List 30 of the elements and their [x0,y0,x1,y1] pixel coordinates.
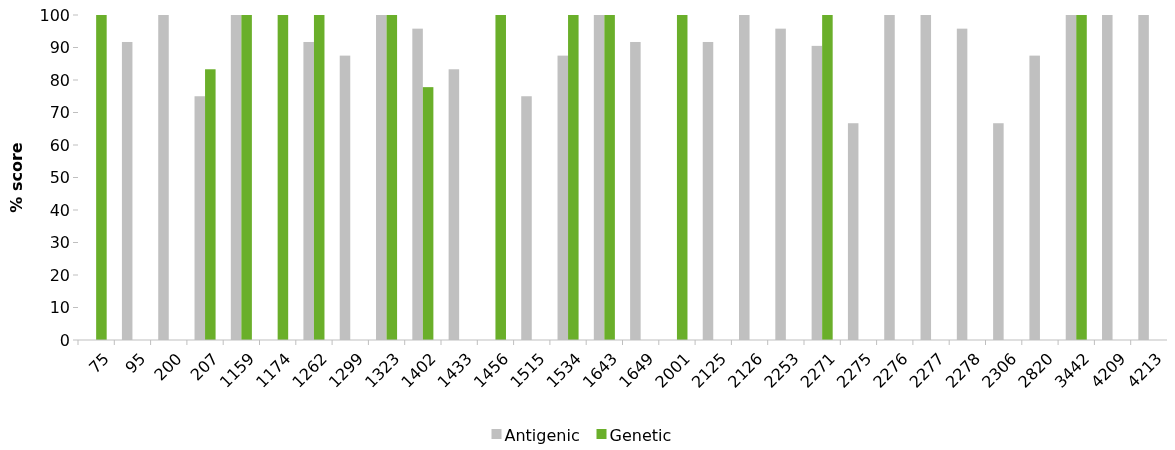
x-tick-label: 75 [85,349,113,378]
y-tick-label: 80 [49,70,70,90]
bar [604,15,615,340]
bar [495,15,506,340]
x-tick-label: 95 [121,349,150,378]
y-tick-label: 30 [49,233,70,253]
bar [568,15,579,340]
bar [822,15,833,340]
y-axis-title: % score [7,142,26,213]
y-tick-label: 60 [49,135,70,155]
legend-label: Antigenic [504,425,580,445]
bar [386,15,398,340]
legend-label: Genetic [609,425,672,445]
bar [241,15,252,340]
y-tick-label: 10 [49,298,70,318]
bar [422,87,434,340]
bar [205,69,216,340]
bar [313,15,325,340]
y-tick-label: 70 [49,103,70,123]
bar [277,15,289,340]
y-tick-label: 50 [49,168,70,188]
y-tick-label: 40 [49,200,70,220]
bar [1076,15,1087,340]
y-tick-label: 100 [39,5,70,25]
bar [96,15,107,340]
y-tick-label: 90 [49,38,70,58]
y-tick-label: 0 [59,330,70,350]
x-tick-label: 200 [150,349,186,385]
y-tick-label: 20 [49,265,70,285]
bar [676,15,688,340]
